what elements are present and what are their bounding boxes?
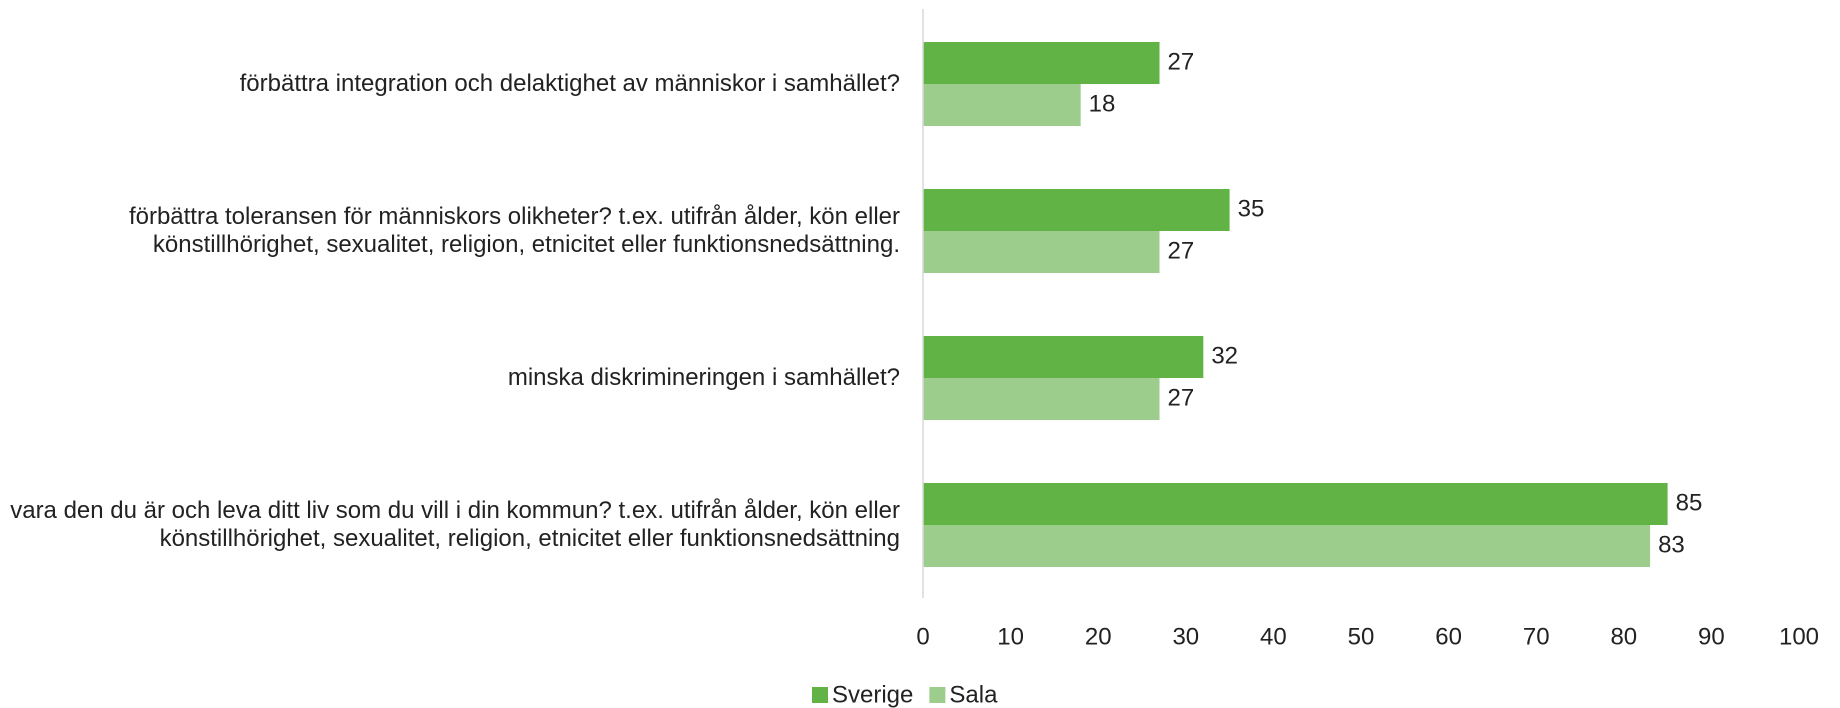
legend-swatch (929, 687, 946, 703)
category-label: minska diskrimineringen i samhället? (507, 364, 900, 391)
x-tick-label: 50 (1348, 623, 1375, 650)
value-label: 27 (1168, 48, 1195, 75)
value-label: 83 (1658, 531, 1685, 558)
legend-swatch (812, 687, 828, 703)
legend-label: Sverige (832, 681, 913, 708)
bar (923, 189, 1230, 231)
bar (923, 231, 1160, 273)
value-label: 32 (1211, 342, 1238, 369)
x-tick-label: 60 (1435, 623, 1462, 650)
category-label: förbättra integration och delaktighet av… (239, 70, 900, 97)
value-label: 85 (1676, 489, 1703, 516)
value-label: 27 (1168, 384, 1195, 411)
x-tick-label: 80 (1610, 623, 1637, 650)
category-label: vara den du är och leva ditt liv som du … (10, 497, 900, 552)
value-label: 27 (1168, 237, 1195, 264)
bar (923, 84, 1081, 126)
value-label: 35 (1238, 195, 1265, 222)
legend-label: Sala (949, 681, 998, 708)
x-tick-label: 30 (1172, 623, 1199, 650)
x-tick-label: 100 (1779, 623, 1819, 650)
bar (923, 42, 1160, 84)
x-tick-label: 20 (1085, 623, 1112, 650)
bar (923, 378, 1160, 420)
x-tick-label: 10 (997, 623, 1024, 650)
x-tick-label: 90 (1698, 623, 1725, 650)
bar (923, 336, 1204, 378)
x-tick-label: 0 (916, 623, 929, 650)
value-label: 18 (1089, 90, 1116, 117)
bar (923, 483, 1668, 525)
bar (923, 525, 1651, 567)
x-tick-label: 40 (1260, 623, 1287, 650)
x-tick-label: 70 (1523, 623, 1550, 650)
category-label: förbättra toleransen för människors olik… (128, 203, 900, 258)
